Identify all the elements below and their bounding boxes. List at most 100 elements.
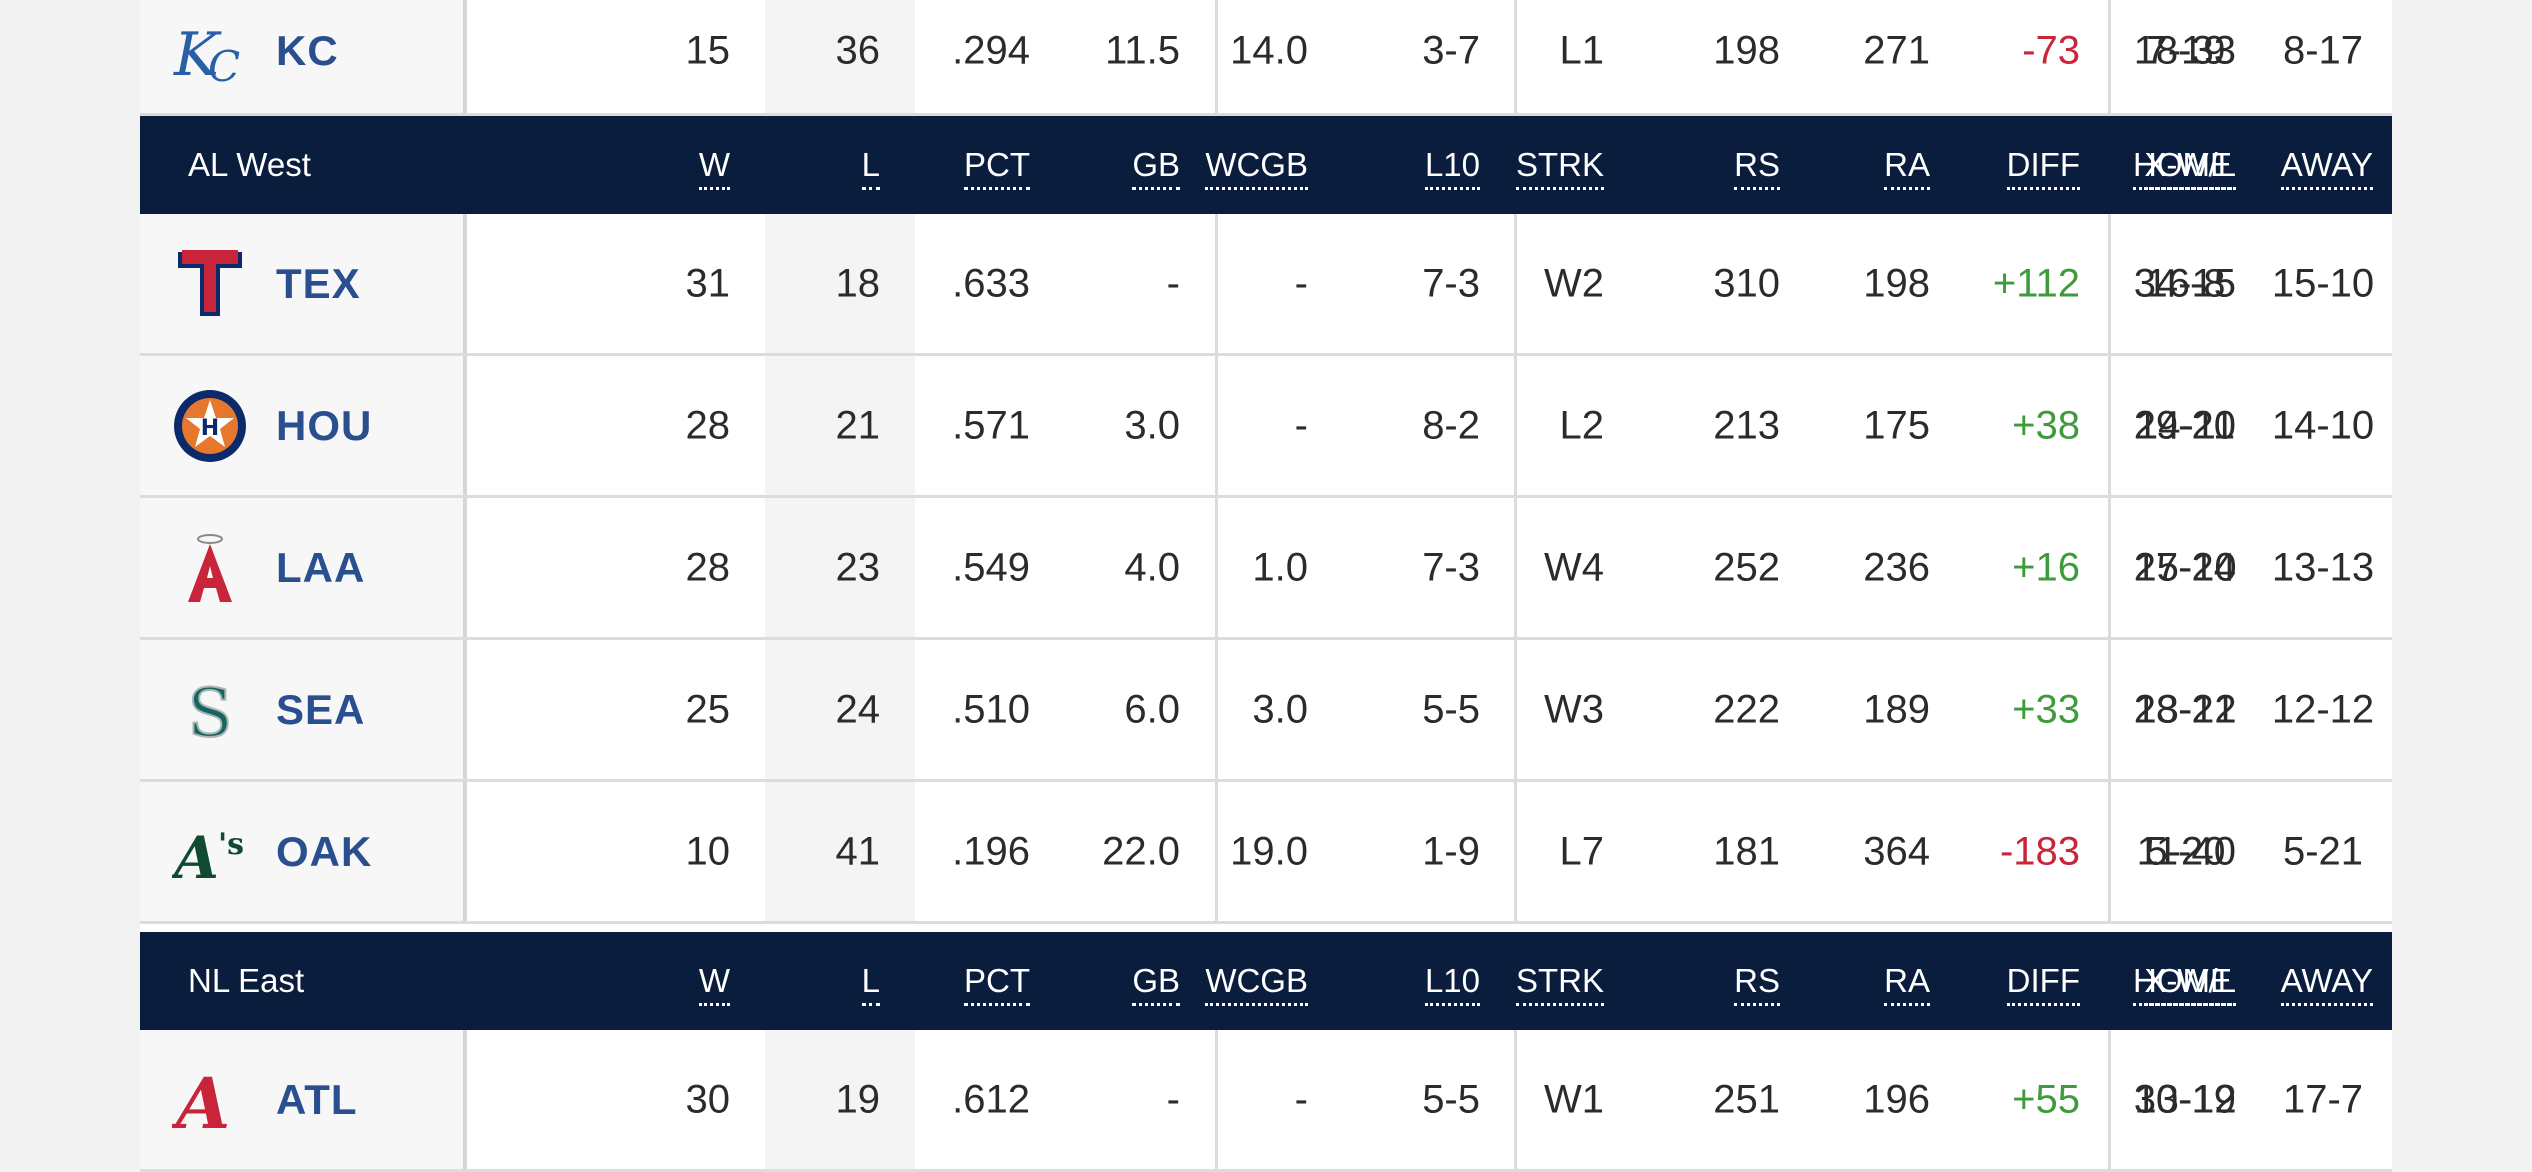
col-header-gb[interactable]: GB [1132,962,1180,1006]
svg-text:S: S [187,675,232,748]
run-differential: +55 [2012,1077,2080,1121]
svg-text:A: A [172,824,219,890]
col-header-away[interactable]: AWAY [2280,962,2373,1006]
home-record: 13-12 [2134,1077,2237,1121]
losses: 24 [835,687,881,731]
last-ten: 8-2 [1422,403,1480,447]
col-header-strk[interactable]: STRK [1515,962,1604,1006]
col-header-w[interactable]: W [698,146,730,190]
runs-scored: 310 [1713,261,1780,305]
col-header-l[interactable]: L [861,962,880,1006]
run-differential: +38 [2012,403,2080,447]
team-abbr[interactable]: ATL [276,1075,358,1123]
last-ten: 7-3 [1422,261,1480,305]
losses: 41 [835,829,881,873]
streak: L1 [1559,28,1605,72]
away-record: 15-10 [2271,261,2375,305]
run-differential: +33 [2012,687,2080,731]
games-back: 6.0 [1124,687,1180,731]
games-back: 22.0 [1102,829,1180,873]
team-cell[interactable]: A 's OAK [140,782,467,921]
wins: 15 [685,28,731,72]
team-abbr[interactable]: SEA [276,685,366,733]
games-back: 4.0 [1124,545,1180,589]
col-header-wcgb[interactable]: WCGB [1205,962,1308,1006]
away-record: 13-13 [2271,545,2375,589]
team-cell[interactable]: H HOU [140,356,467,495]
last-ten: 1-9 [1422,829,1480,873]
team-abbr[interactable]: LAA [276,543,366,591]
team-abbr[interactable]: KC [276,26,339,74]
table-row[interactable]: LAA 28 23 .549 4.0 1.0 7-3 W4 252 236 +1… [140,498,2392,640]
losses: 21 [835,403,881,447]
win-pct: .196 [952,829,1030,873]
col-header-diff[interactable]: DIFF [2006,962,2080,1006]
expected-win-loss: 28-21 [2133,687,2236,731]
wins: 31 [685,261,731,305]
team-cell[interactable]: S SEA [140,640,467,779]
team-abbr[interactable]: TEX [276,259,361,307]
losses: 23 [835,545,881,589]
losses: 18 [835,261,881,305]
streak: W4 [1544,545,1604,589]
col-header-rs[interactable]: RS [1734,962,1780,1006]
svg-text:H: H [201,416,219,441]
wins: 28 [685,403,731,447]
team-abbr[interactable]: OAK [276,827,373,875]
col-header-pct[interactable]: PCT [964,962,1030,1006]
col-header-xwl[interactable]: X-W/L [2144,146,2236,190]
wins: 25 [685,687,731,731]
table-row[interactable]: TEX 31 18 .633 - - 7-3 W2 310 198 +112 3… [140,214,2392,356]
col-header-xwl[interactable]: X-W/L [2144,962,2236,1006]
team-cell[interactable]: LAA [140,498,467,637]
svg-text:A: A [172,1062,230,1138]
runs-scored: 252 [1713,545,1780,589]
win-pct: .633 [952,261,1030,305]
runs-allowed: 364 [1863,829,1930,873]
expected-win-loss: 29-20 [2133,403,2236,447]
col-header-ra[interactable]: RA [1884,962,1930,1006]
col-header-l[interactable]: L [861,146,880,190]
streak: W3 [1544,687,1604,731]
col-header-rs[interactable]: RS [1734,146,1780,190]
col-header-pct[interactable]: PCT [964,146,1030,190]
win-pct: .510 [952,687,1030,731]
runs-scored: 198 [1713,28,1780,72]
games-back: - [1166,1077,1180,1121]
team-cell[interactable]: A ATL [140,1030,467,1169]
team-cell[interactable]: K C KC [140,0,467,113]
astros-logo-icon: H [174,389,246,462]
table-row[interactable]: S SEA 25 24 .510 6.0 3.0 5-5 W3 222 189 … [140,640,2392,782]
run-differential: +16 [2012,545,2080,589]
table-row[interactable]: A ATL 30 19 .612 - - 5-5 W1 251 196 +55 … [140,1030,2392,1172]
away-record: 17-7 [2282,1077,2364,1121]
run-differential: -183 [1999,829,2080,873]
runs-allowed: 196 [1863,1077,1930,1121]
last-ten: 5-5 [1422,1077,1480,1121]
col-header-ra[interactable]: RA [1884,146,1930,190]
col-header-diff[interactable]: DIFF [2006,146,2080,190]
games-back: 3.0 [1124,403,1180,447]
wild-card-games-back: - [1294,403,1308,447]
col-header-away[interactable]: AWAY [2280,146,2373,190]
wins: 10 [685,829,731,873]
team-abbr[interactable]: HOU [276,401,373,449]
runs-allowed: 198 [1863,261,1930,305]
col-header-home[interactable]: HOME [2133,146,2232,190]
col-header-w[interactable]: W [698,962,730,1006]
col-header-strk[interactable]: STRK [1515,146,1604,190]
table-row[interactable]: H HOU 28 21 .571 3.0 - 8-2 L2 213 175 +3… [140,356,2392,498]
division-header: AL West W L PCT GB WCGB L10 STRK RS RA D… [140,116,2392,214]
wild-card-games-back: 19.0 [1230,829,1308,873]
table-row[interactable]: K C KC 15 36 .294 11.5 14.0 3-7 L1 198 2… [140,0,2392,116]
col-header-wcgb[interactable]: WCGB [1205,146,1308,190]
svg-text:C: C [208,42,240,89]
col-header-gb[interactable]: GB [1132,146,1180,190]
col-header-home[interactable]: HOME [2133,962,2232,1006]
table-row[interactable]: A 's OAK 10 41 .196 22.0 19.0 1-9 L7 181… [140,782,2392,924]
angels-logo-icon [188,533,232,602]
col-header-l10[interactable]: L10 [1424,962,1480,1006]
away-record: 14-10 [2271,403,2375,447]
col-header-l10[interactable]: L10 [1424,146,1480,190]
team-cell[interactable]: TEX [140,214,467,353]
